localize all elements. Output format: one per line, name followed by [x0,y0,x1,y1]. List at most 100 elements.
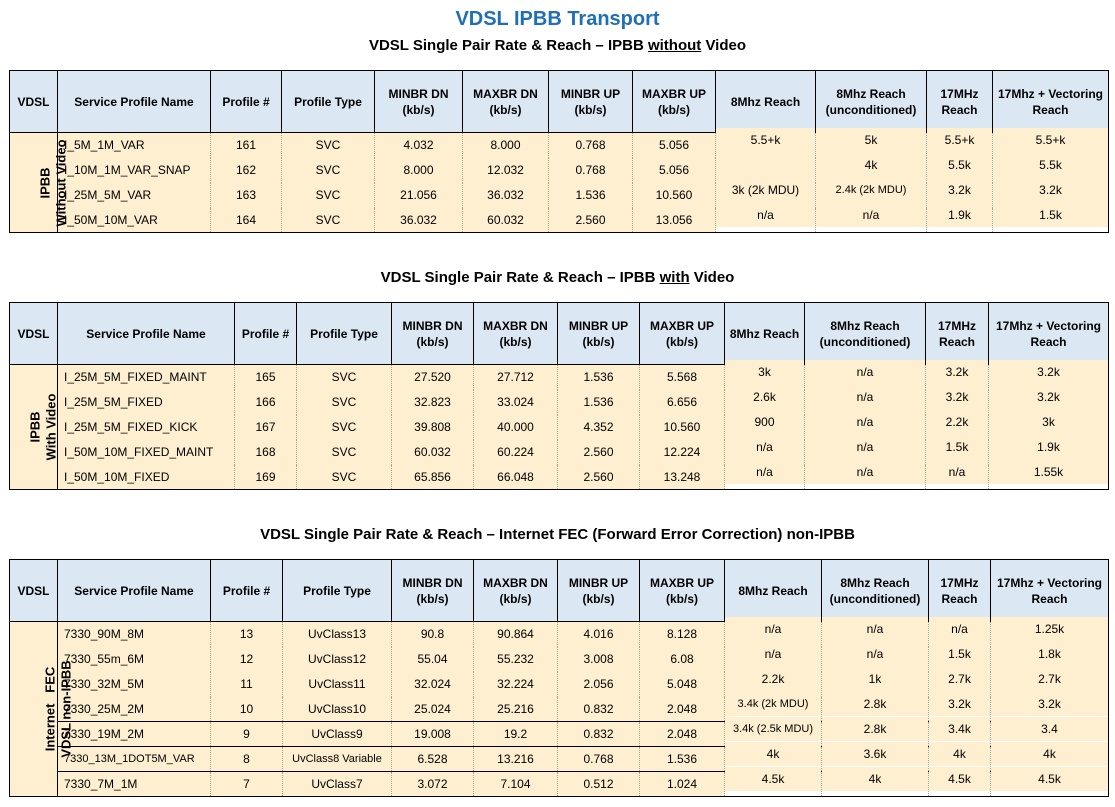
profile-number: 165 [234,364,297,390]
minbr-up: 0.832 [557,721,640,747]
maxbr-up: 6.08 [639,646,725,672]
column-header: Service Profile Name [57,70,211,133]
service-profile-name: 7330_13M_1DOT5M_VAR [57,746,211,772]
service-profile-name: I_50M_10M_FIXED [57,464,235,490]
maxbr-dn: 13.216 [473,746,558,772]
profile-type: SVC [281,157,375,183]
maxbr-up: 10.560 [639,414,725,440]
profile-number: 169 [234,464,297,490]
reach-17mhz-vectoring: 1.25k [990,616,1109,642]
column-header: MINBR DN (kb/s) [391,302,474,365]
column-header: 17MHz Reach [928,559,991,622]
minbr-dn: 8.000 [374,157,463,183]
column-header: MAXBR DN (kb/s) [462,70,549,133]
maxbr-dn: 12.032 [462,157,549,183]
section-title-internet-fec: VDSL Single Pair Rate & Reach – Internet… [260,526,855,543]
reach-17mhz: 5.5k [926,152,993,178]
profile-type: SVC [296,389,392,415]
minbr-up: 2.560 [557,464,640,490]
column-header: Profile Type [296,302,392,365]
column-header: MAXBR DN (kb/s) [473,302,558,365]
reach-8mhz-unconditioned: n/a [821,616,929,642]
column-header: 8Mhz Reach (unconditioned) [815,70,927,133]
maxbr-up: 2.048 [639,721,725,747]
table-row: I_10M_1M_VAR_SNAP 162 SVC 8.000 12.032 0.768 5… [10,152,1109,183]
reach-8mhz [715,152,816,178]
reach-8mhz-unconditioned: 4k [815,152,927,178]
column-header: 17MHz Reach [925,302,989,365]
reach-8mhz: 4k [724,741,822,767]
reach-8mhz: 900 [724,409,805,435]
column-header: MINBR DN (kb/s) [374,70,463,133]
table-row: 7330_7M_1M 7 UvClass7 3.072 7.104 0.512 1.024 4… [10,766,1109,797]
minbr-dn: 39.808 [391,414,474,440]
reach-8mhz-unconditioned: 2.8k [821,716,929,742]
reach-8mhz: 2.2k [724,666,822,692]
table-header-row: VDSL Service Profile Name Profile # Profile… [9,70,1109,133]
section-title-ipbb-without-video: VDSL Single Pair Rate & Reach – IPBB wit… [368,37,747,54]
reach-17mhz: 3.2k [928,691,991,717]
maxbr-up: 5.568 [639,364,725,390]
reach-8mhz-unconditioned: n/a [804,434,926,460]
column-header: VDSL [9,559,58,622]
minbr-dn: 60.032 [391,439,474,465]
profile-type: UvClass7 [282,771,392,797]
table-row: 7330_13M_1DOT5M_VAR 8 UvClass8 Variable 6.5… [10,741,1109,772]
profile-number: 161 [210,132,282,158]
row-group-label: Internet FEC VDSL non-IPBB [9,621,74,797]
minbr-up: 0.768 [557,746,640,772]
column-header: 17Mhz + Vectoring Reach [988,302,1109,365]
reach-17mhz-vectoring: 1.5k [992,202,1109,228]
profile-type: UvClass8 Variable [282,746,392,772]
service-profile-name: 7330_32M_5M [57,671,211,697]
column-header: MINBR DN (kb/s) [391,559,474,622]
minbr-up: 2.056 [557,671,640,697]
maxbr-dn: 66.048 [473,464,558,490]
service-profile-name: 7330_19M_2M [57,721,211,747]
profile-number: 164 [210,207,282,233]
minbr-dn: 36.032 [374,207,463,233]
column-header: 17MHz Reach [926,70,993,133]
table-row: 7330_19M_2M 9 UvClass9 19.008 19.2 0.832 2.048… [10,716,1109,747]
reach-8mhz: 3.4k (2k MDU) [724,691,822,717]
reach-17mhz-vectoring: 5.5k [992,152,1109,178]
reach-17mhz-vectoring: 3.4 [990,716,1109,742]
service-profile-name: 7330_90M_8M [57,621,211,647]
reach-8mhz: n/a [724,434,805,460]
reach-17mhz: 2.2k [925,409,989,435]
reach-17mhz-vectoring: 3k [988,409,1109,435]
service-profile-name: I_25M_5M_FIXED [57,389,235,415]
profile-number: 7 [210,771,283,797]
maxbr-dn: 8.000 [462,132,549,158]
column-header: MINBR UP (kb/s) [557,302,640,365]
minbr-up: 2.560 [557,439,640,465]
profile-number: 12 [210,646,283,672]
reach-8mhz: 2.6k [724,384,805,410]
reach-17mhz-vectoring: 2.7k [990,666,1109,692]
group-label-line: IPBB [37,166,53,199]
profile-type: SVC [281,132,375,158]
reach-8mhz: n/a [724,641,822,667]
column-header: 17Mhz + Vectoring Reach [992,70,1109,133]
profile-number: 10 [210,696,283,722]
profile-number: 166 [234,389,297,415]
service-profile-name: I_25M_5M_FIXED_KICK [57,414,235,440]
minbr-dn: 32.024 [391,671,474,697]
minbr-dn: 4.032 [374,132,463,158]
row-group-label: IPBB With Video [9,364,58,490]
rate-reach-table-ipbb-without-video: VDSL Service Profile Name Profile # Profile… [9,70,1109,233]
profile-number: 168 [234,439,297,465]
maxbr-up: 1.024 [639,771,725,797]
maxbr-dn: 7.104 [473,771,558,797]
maxbr-dn: 60.032 [462,207,549,233]
profile-number: 11 [210,671,283,697]
minbr-up: 0.832 [557,696,640,722]
reach-8mhz-unconditioned: n/a [815,202,927,228]
table-header-row: VDSL Service Profile Name Profile # Profile… [9,559,1109,622]
maxbr-up: 8.128 [639,621,725,647]
reach-17mhz-vectoring: 1.55k [988,459,1109,485]
row-group-label: IPBB Without Video [9,132,69,233]
column-header: Service Profile Name [57,302,235,365]
reach-8mhz: n/a [724,459,805,485]
profile-type: SVC [281,182,375,208]
